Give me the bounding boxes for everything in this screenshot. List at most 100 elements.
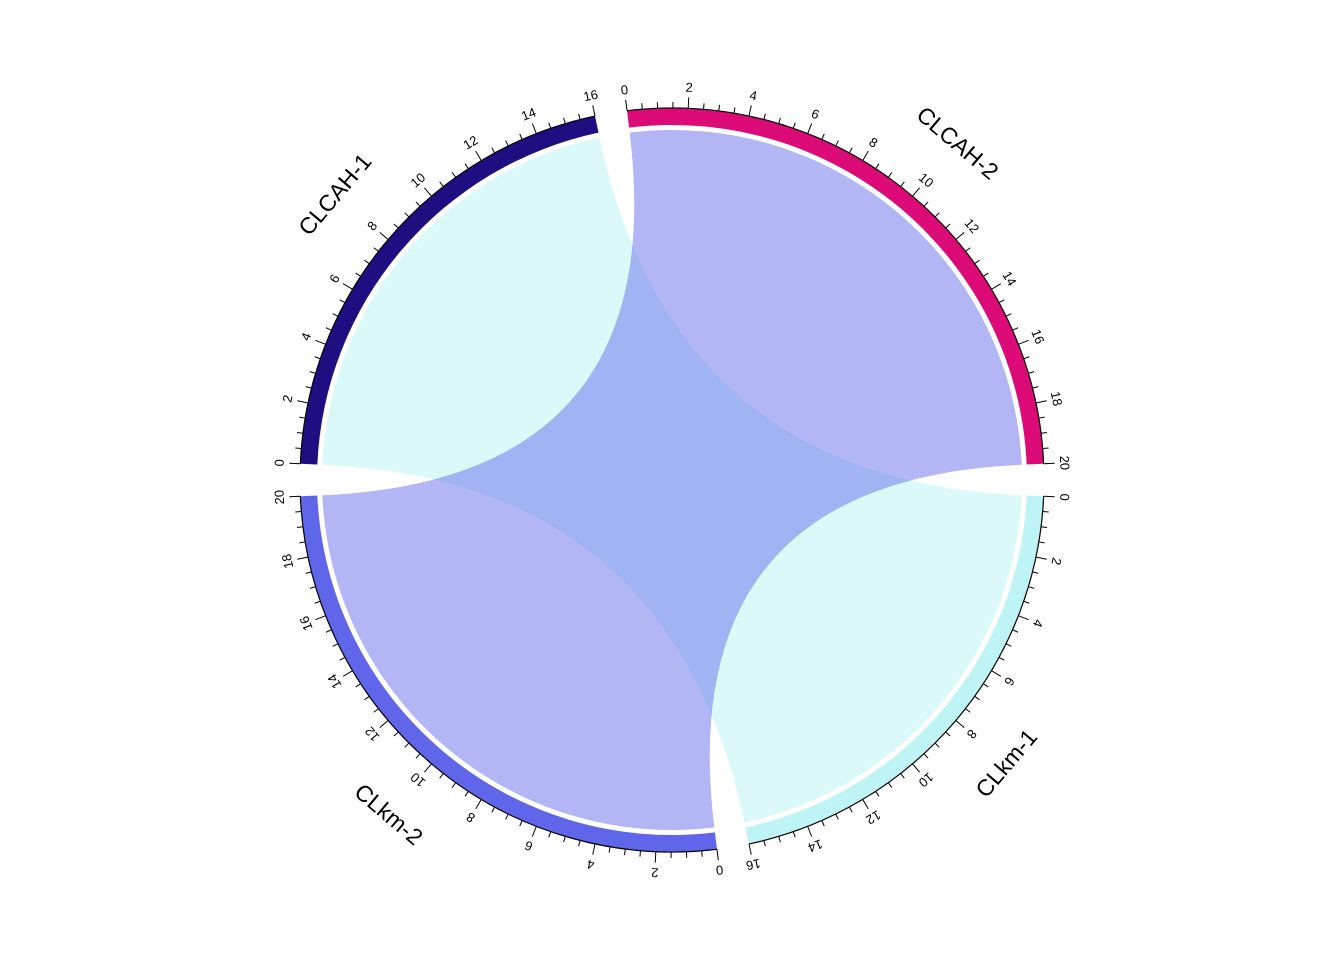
axis-tick xyxy=(491,147,496,154)
axis-tick xyxy=(991,670,1002,677)
axis-tick xyxy=(900,773,905,779)
tick-label: 10 xyxy=(408,769,429,790)
sector-track-clkm-1 xyxy=(745,495,1044,844)
axis-tick xyxy=(563,117,566,124)
axis-tick xyxy=(404,742,410,748)
chord-link-1 xyxy=(322,137,1022,823)
axis-tick xyxy=(424,187,432,197)
axis-tick xyxy=(965,247,971,252)
axis-tick xyxy=(974,259,980,265)
axis-tick xyxy=(623,848,626,856)
axis-tick xyxy=(703,103,705,110)
axis-tick xyxy=(1032,571,1039,574)
axis-tick xyxy=(379,232,389,240)
tick-label: 8 xyxy=(964,727,980,742)
axis-tick xyxy=(763,840,766,847)
axis-tick xyxy=(505,140,509,147)
axis-tick xyxy=(519,133,523,140)
axis-tick xyxy=(748,105,752,117)
sector-axis-clkm-2 xyxy=(299,496,718,853)
axis-tick xyxy=(325,629,332,633)
tick-label: 6 xyxy=(809,106,821,123)
axis-tick xyxy=(875,791,880,797)
axis-tick xyxy=(309,586,316,589)
axis-tick xyxy=(315,615,326,621)
tick-label: 14 xyxy=(806,836,825,855)
axis-tick xyxy=(296,526,304,529)
axis-tick xyxy=(1042,447,1049,449)
axis-tick xyxy=(296,431,304,434)
sector-axis-clcah-1 xyxy=(299,115,596,464)
axis-tick xyxy=(314,356,321,360)
tick-label: 16 xyxy=(1028,327,1047,346)
chord-link-2 xyxy=(322,130,1022,831)
axis-tick xyxy=(404,212,410,218)
axis-tick xyxy=(778,117,781,124)
tick-label: 20 xyxy=(272,490,288,505)
axis-tick xyxy=(733,107,736,114)
axis-tick xyxy=(531,123,537,134)
axis-tick xyxy=(297,400,309,404)
axis-tick xyxy=(763,113,766,120)
axis-tick xyxy=(1018,615,1029,621)
tick-label: 12 xyxy=(362,724,383,745)
axis-tick xyxy=(373,708,379,713)
axis-tick xyxy=(548,831,552,838)
axis-tick xyxy=(792,831,796,838)
tick-label: 4 xyxy=(586,856,596,872)
axis-tick xyxy=(639,850,641,857)
tick-label: 4 xyxy=(748,87,758,103)
tick-label: 2 xyxy=(1048,556,1064,566)
axis-tick xyxy=(332,643,339,647)
axis-tick xyxy=(342,283,353,290)
axis-tick xyxy=(339,299,346,304)
axis-tick xyxy=(299,541,306,544)
axis-tick xyxy=(364,695,370,701)
axis-tick xyxy=(900,181,905,187)
tick-label: 4 xyxy=(1030,617,1047,629)
axis-tick xyxy=(835,140,839,147)
tick-label: 8 xyxy=(867,134,881,151)
tick-label: 12 xyxy=(961,216,982,237)
axis-tick xyxy=(592,843,596,855)
axis-tick xyxy=(1005,643,1012,647)
axis-tick xyxy=(912,187,920,197)
axis-tick xyxy=(792,122,796,129)
tick-label: 6 xyxy=(523,838,535,855)
tick-label: 10 xyxy=(916,769,937,790)
axis-tick xyxy=(1012,629,1019,633)
axis-tick xyxy=(974,695,980,701)
tick-label: 0 xyxy=(715,862,724,878)
tick-label: 16 xyxy=(296,614,315,633)
axis-tick xyxy=(1038,541,1045,544)
axis-tick xyxy=(887,782,893,788)
tick-label: 10 xyxy=(408,170,429,191)
tick-label: 8 xyxy=(364,218,380,233)
axis-tick xyxy=(912,763,920,773)
axis-tick xyxy=(923,753,929,759)
axis-tick xyxy=(955,232,965,240)
tick-label: 2 xyxy=(685,80,693,95)
tick-label: 4 xyxy=(298,331,315,343)
axis-tick xyxy=(415,201,421,207)
tick-label: 8 xyxy=(464,809,478,826)
axis-tick xyxy=(625,99,628,111)
sector-axis-clkm-1 xyxy=(748,496,1045,845)
axis-tick xyxy=(848,806,853,813)
axis-tick xyxy=(1035,556,1047,560)
axis-tick xyxy=(934,212,940,218)
axis-tick xyxy=(1035,400,1047,404)
axis-tick xyxy=(464,163,469,169)
axis-tick xyxy=(1018,339,1029,345)
axis-tick xyxy=(983,272,989,277)
axis-tick xyxy=(934,742,940,748)
axis-tick xyxy=(439,773,444,779)
axis-tick xyxy=(748,843,752,855)
axis-tick xyxy=(835,813,839,820)
tick-label: 6 xyxy=(326,272,343,286)
axis-tick xyxy=(1023,600,1030,604)
axis-tick xyxy=(807,826,813,837)
axis-tick xyxy=(991,283,1002,290)
tick-label: 14 xyxy=(519,104,538,123)
